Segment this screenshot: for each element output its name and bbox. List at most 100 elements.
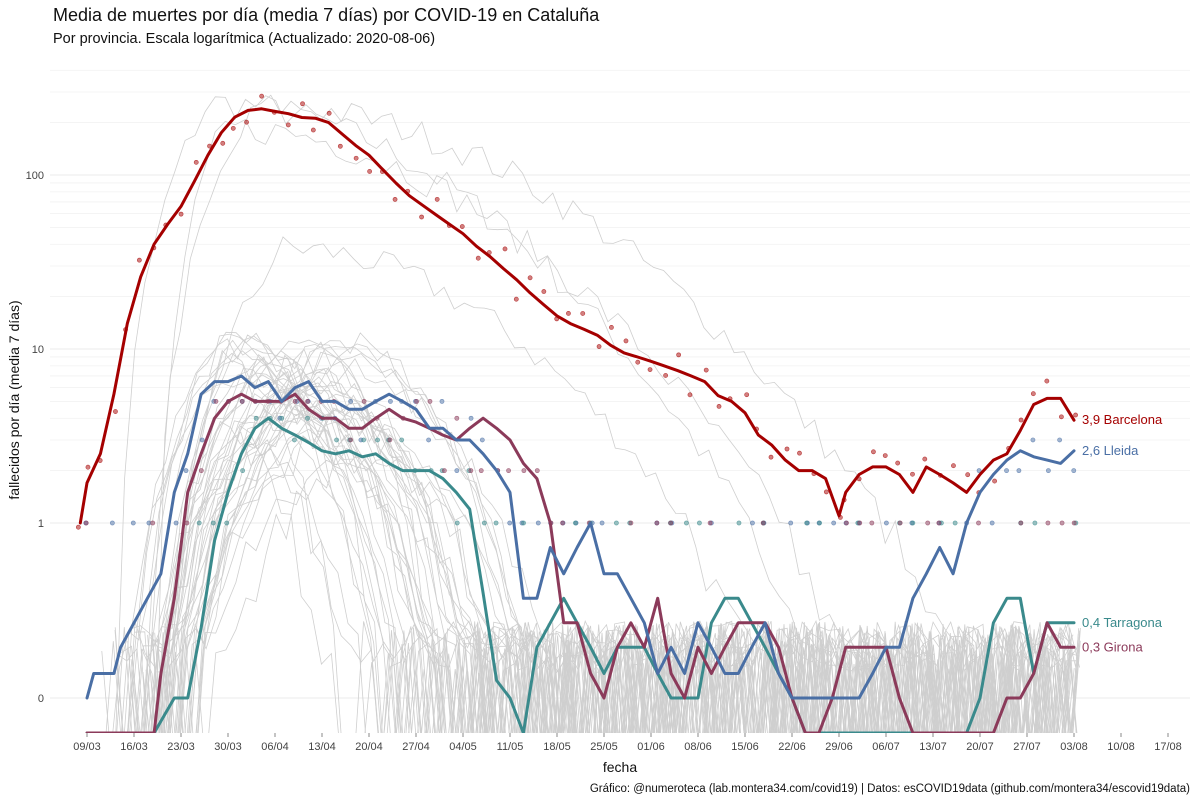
background-line (148, 367, 1072, 733)
daily-point-tarragona (684, 520, 689, 526)
daily-point-girona (991, 766, 995, 770)
daily-point-girona (1045, 520, 1051, 526)
daily-point-barcelona (367, 169, 373, 174)
daily-point-barcelona (220, 140, 226, 146)
daily-point-lleida (897, 766, 901, 770)
daily-point-girona (174, 766, 178, 770)
series-line-barcelona (78, 107, 1076, 525)
y-axis: 0 1 10 100 (26, 170, 44, 705)
daily-point-girona (83, 520, 89, 526)
daily-point-tarragona (196, 520, 202, 526)
x-axis: 09/03 16/03 23/03 30/03 06/04 13/04 20/04 27/04… (73, 733, 1182, 753)
daily-point-tarragona (240, 468, 246, 474)
x-tick-label: 29/06 (825, 741, 853, 753)
daily-point-girona (654, 520, 660, 526)
daily-point-barcelona (566, 310, 571, 316)
daily-point-tarragona (817, 520, 822, 526)
x-tick-label: 20/04 (355, 741, 383, 753)
daily-point-lleida (599, 520, 605, 526)
daily-point-girona (707, 520, 713, 526)
daily-point-girona (239, 398, 245, 404)
daily-point-tarragona (210, 520, 216, 526)
daily-point-girona (643, 766, 647, 770)
x-tick-label: 16/03 (120, 741, 148, 753)
daily-point-barcelona (992, 478, 998, 484)
daily-point-lleida (976, 468, 982, 474)
end-label-barcelona: 3,9 Barcelona (1082, 412, 1163, 427)
background-line (149, 94, 1025, 733)
daily-point-tarragona (923, 766, 927, 770)
daily-point-girona (788, 766, 792, 770)
daily-point-tarragona (883, 766, 887, 770)
daily-point-lleida (92, 766, 96, 770)
daily-point-tarragona (186, 766, 190, 770)
daily-point-girona (976, 520, 981, 526)
background-line (169, 438, 1074, 733)
daily-point-tarragona (399, 437, 405, 443)
end-label-lleida: 2,6 Lleida (1082, 443, 1139, 458)
daily-point-tarragona (832, 766, 836, 770)
daily-point-barcelona (513, 296, 519, 302)
daily-point-tarragona (979, 766, 983, 770)
daily-point-tarragona (736, 520, 742, 526)
x-tick-label: 30/03 (214, 741, 242, 753)
daily-point-tarragona (481, 520, 487, 526)
y-tick-label: 1 (38, 518, 44, 530)
x-tick-label: 13/04 (308, 741, 336, 753)
daily-point-tarragona (549, 766, 553, 770)
background-line (149, 431, 1078, 733)
daily-point-girona (150, 520, 156, 526)
daily-point-girona (886, 766, 890, 770)
x-tick-label: 13/07 (919, 741, 947, 753)
daily-point-girona (966, 766, 970, 770)
background-line (156, 358, 1031, 733)
background-line (155, 348, 1080, 733)
daily-point-lleida (643, 766, 647, 770)
daily-point-lleida (1045, 468, 1051, 474)
daily-point-girona (198, 468, 204, 474)
daily-point-barcelona (1018, 417, 1024, 423)
daily-point-lleida (388, 398, 393, 404)
daily-point-lleida (348, 398, 354, 404)
chart-subtitle: Por provincia. Escala logarítmica (Actua… (53, 31, 436, 47)
end-label-tarragona: 0,4 Tarragona (1082, 615, 1163, 630)
series-line-lleida (85, 374, 1076, 700)
daily-point-tarragona (791, 766, 795, 770)
daily-point-girona (1059, 520, 1065, 526)
daily-point-tarragona (697, 520, 702, 526)
x-axis-title: fecha (603, 759, 637, 775)
daily-point-barcelona (178, 211, 184, 217)
daily-point-tarragona (87, 766, 91, 770)
daily-point-girona (724, 766, 728, 770)
x-tick-label: 27/04 (402, 741, 430, 753)
x-tick-label: 06/07 (872, 741, 900, 753)
x-tick-label: 22/06 (778, 741, 806, 753)
daily-point-tarragona (964, 766, 968, 770)
daily-point-barcelona (230, 125, 236, 131)
daily-point-barcelona (136, 257, 142, 263)
daily-point-lleida (426, 437, 432, 443)
daily-point-lleida (1030, 437, 1036, 443)
background-line (140, 415, 1022, 733)
daily-point-tarragona (561, 766, 565, 770)
daily-point-barcelona (259, 93, 265, 99)
daily-point-tarragona (536, 766, 540, 770)
x-tick-label: 20/07 (966, 741, 994, 753)
daily-point-girona (427, 398, 433, 404)
daily-point-girona (950, 766, 954, 770)
daily-point-girona (738, 766, 742, 770)
background-line (147, 399, 1075, 733)
y-tick-label: 100 (26, 170, 44, 182)
x-tick-label: 08/06 (684, 741, 712, 753)
daily-point-girona (910, 766, 914, 770)
background-line (163, 346, 1081, 733)
daily-point-tarragona (224, 520, 230, 526)
x-tick-label: 23/03 (167, 741, 195, 753)
daily-point-girona (628, 520, 634, 526)
background-line (161, 339, 1080, 733)
x-tick-label: 06/04 (261, 741, 289, 753)
daily-point-tarragona (748, 766, 752, 770)
daily-point-tarragona (150, 766, 154, 770)
x-tick-label: 15/06 (731, 741, 759, 753)
x-tick-label: 25/05 (590, 741, 618, 753)
